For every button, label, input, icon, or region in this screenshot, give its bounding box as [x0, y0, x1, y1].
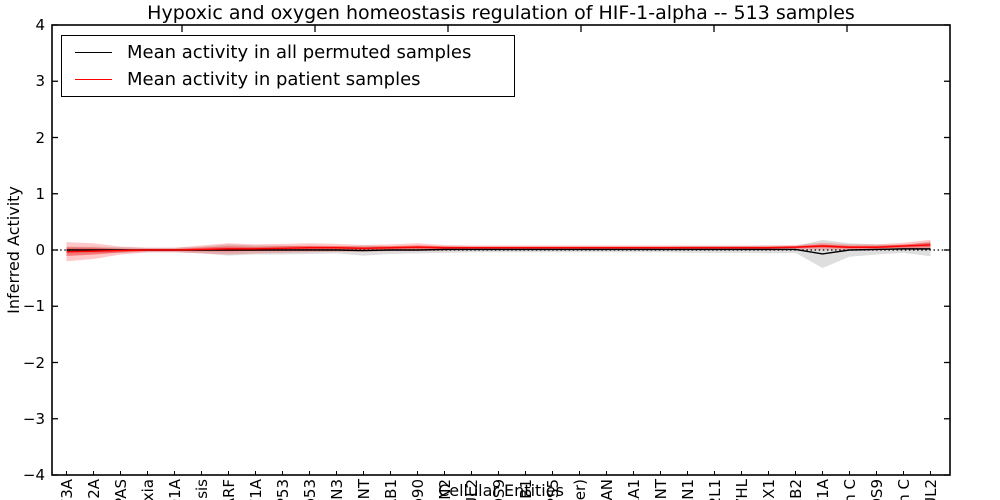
x-tick-label: FIH (dimer) [571, 479, 589, 500]
x-tick-label: PHD1-3/OS9 [868, 479, 886, 500]
x-tick-label: HIF1A/p19ARF [220, 479, 238, 500]
y-tick-label: 1 [35, 184, 45, 203]
legend-line-red [75, 79, 112, 80]
x-tick-label: GNB2L1 [706, 479, 724, 500]
legend-line-black [75, 52, 112, 53]
x-tick-label: HIF1A/ARNT [355, 479, 373, 500]
legend-entry-permuted: Mean activity in all permuted samples [75, 39, 514, 66]
x-tick-label: oxygen homeostasis [193, 479, 211, 500]
x-tick-label: VHL/Elongin B/Elongin C/RBX1/CUL2 [922, 479, 940, 500]
y-tick-label: −1 [22, 297, 45, 316]
x-tick-label: ARNT [651, 479, 670, 500]
patient-band-outer [66, 239, 931, 262]
x-tick-label: response to hypoxia [139, 479, 157, 500]
x-axis-label: Cellular Entities [438, 481, 564, 500]
x-tick-label: HIF1A/RACK1/Elongin B/Elongin C [841, 479, 859, 500]
x-tick-label: HIF3A [58, 479, 76, 500]
legend-label-permuted: Mean activity in all permuted samples [127, 42, 472, 63]
x-tick-label: OS9 [489, 479, 508, 500]
permuted-band [66, 239, 931, 268]
x-tick-label: VHL/Elongin B/Elongin C/RBX1/CUL2/HIF1A [814, 479, 832, 500]
legend: Mean activity in all permuted samples Me… [61, 35, 515, 97]
x-tick-label: CUL2 [462, 479, 481, 500]
y-tick-label: −4 [22, 466, 45, 484]
y-tick-label: 3 [35, 72, 45, 91]
x-tick-label: HIF1A/Hsp90 [409, 479, 427, 500]
x-tick-label: TCEB1 [517, 479, 535, 500]
x-tick-label: RBX1 [759, 479, 778, 500]
legend-entry-patient: Mean activity in patient samples [75, 66, 514, 93]
y-tick-label: 2 [35, 128, 45, 147]
y-tick-label: −3 [22, 409, 45, 428]
y-tick-label: 0 [35, 241, 45, 259]
x-tick-label: HIF1AN [598, 479, 616, 500]
x-tick-label: CDKN2A [85, 479, 103, 500]
x-tick-label: VHL [732, 479, 751, 500]
x-tick-label: EGLN2 [436, 479, 454, 500]
x-tick-label: TCEB2 [787, 479, 805, 500]
x-tick-label: HIF1A [247, 479, 265, 500]
x-tick-label: ARNT/IPAS [112, 479, 130, 500]
x-tick-label: HIF1A/JAB1 [382, 479, 400, 500]
x-tick-label: HSP90AA1 [625, 479, 643, 500]
chart-title: Hypoxic and oxygen homeostasis regulatio… [147, 2, 855, 24]
y-tick-label: −2 [22, 353, 45, 372]
x-tick-label: COPS5 [544, 479, 562, 500]
x-tick-label: EGLN1 [679, 479, 697, 500]
patient-mean-line [66, 244, 931, 253]
x-tick-label: ARD1A [166, 479, 184, 500]
y-tick-label: 4 [35, 16, 45, 34]
x-tick-label: TP53 [273, 479, 292, 500]
legend-label-patient: Mean activity in patient samples [127, 69, 421, 90]
x-tick-label: HIF1A/p53 [301, 479, 319, 500]
x-tick-label: EGLN3 [328, 479, 346, 500]
x-tick-label: RACK1/Elongin B/Elongin C [895, 479, 913, 500]
